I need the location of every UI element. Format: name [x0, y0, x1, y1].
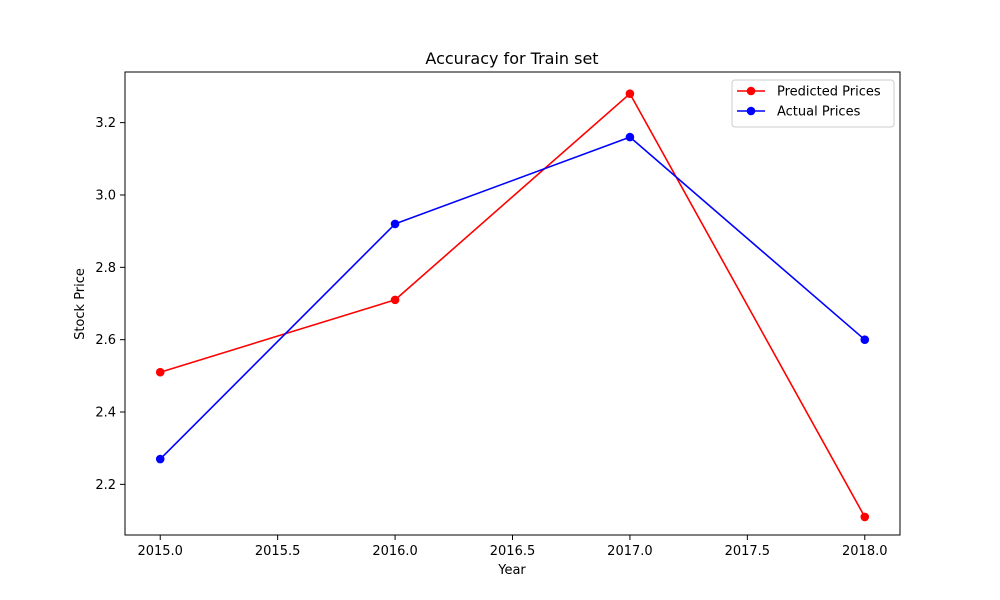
chart-title: Accuracy for Train set	[425, 49, 598, 68]
legend-marker-actual-prices	[746, 106, 756, 116]
data-point-actual-prices	[860, 335, 870, 344]
data-point-predicted-prices	[155, 367, 165, 377]
y-axis-label: Stock Price	[73, 268, 88, 340]
x-tick-label: 2018.0	[842, 544, 888, 559]
data-point-actual-prices	[390, 219, 400, 229]
x-axis-label: Year	[497, 563, 526, 578]
data-point-predicted-prices	[625, 89, 635, 99]
legend-items: Predicted Prices Actual Prices	[737, 85, 881, 120]
legend-label-predicted-prices: Predicted Prices	[777, 85, 881, 100]
legend-marker-predicted-prices	[746, 86, 756, 96]
data-point-predicted-prices	[390, 295, 400, 305]
x-tick-label: 2015.5	[255, 544, 301, 559]
legend: Predicted Prices Actual Prices	[731, 79, 895, 128]
data-point-actual-prices	[155, 454, 165, 464]
x-tick-label: 2017.5	[725, 544, 771, 559]
y-axis-ticks: 2.2 2.4 2.6 2.8 3.0 3.2	[95, 116, 125, 493]
y-tick-label: 2.2	[95, 478, 116, 493]
data-point-actual-prices	[625, 132, 635, 142]
y-tick-label: 3.2	[95, 116, 116, 131]
plot-background	[125, 72, 900, 535]
y-tick-label: 2.4	[95, 406, 116, 421]
x-tick-label: 2017.0	[607, 544, 653, 559]
legend-box	[731, 79, 895, 128]
x-tick-label: 2016.5	[490, 544, 536, 559]
x-tick-label: 2016.0	[372, 544, 418, 559]
data-point-predicted-prices	[860, 512, 870, 522]
series-layer	[155, 89, 870, 522]
plot-frame	[124, 71, 901, 536]
plot-area	[125, 72, 900, 535]
x-tick-label: 2015.0	[137, 544, 183, 559]
y-tick-label: 2.6	[95, 333, 116, 348]
y-tick-label: 2.8	[95, 261, 116, 276]
legend-label-actual-prices: Actual Prices	[777, 105, 861, 120]
x-axis-ticks: 2015.0 2015.5 2016.0 2016.5 2017.0 2017.5 2018…	[137, 535, 888, 559]
series-line-actual-prices	[159, 136, 866, 460]
y-tick-label: 3.0	[95, 188, 116, 203]
series-line-predicted-prices	[159, 92, 866, 518]
